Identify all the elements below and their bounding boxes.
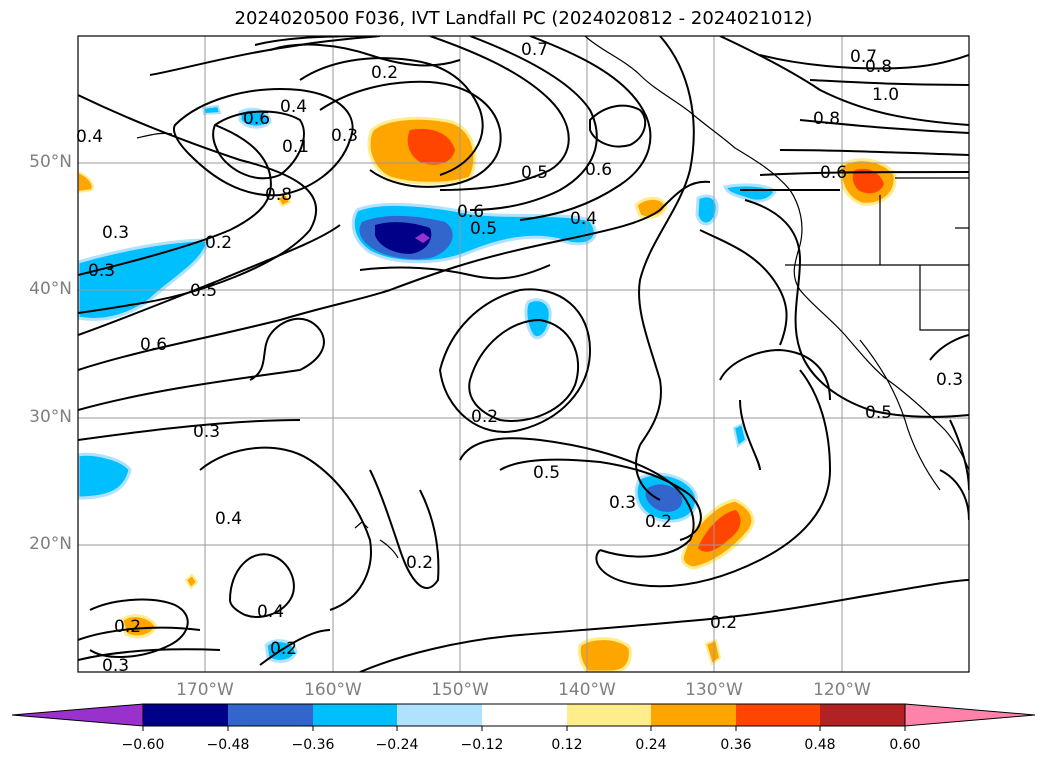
colorbar [11,703,1036,731]
lat-tick-label: 30°N [29,407,72,427]
lon-tick-label: 160°W [304,680,362,700]
contour-label: 0.8 [813,109,840,129]
negative-anomaly-area [645,484,683,512]
contour-label: 0.3 [936,370,963,390]
lat-tick-label: 20°N [29,534,72,554]
contour-label: 0.2 [205,233,232,253]
gridlines [78,36,969,672]
lon-tick-label: 120°W [813,680,871,700]
positive-anomaly-area [78,170,94,194]
contour-label: 0.5 [865,403,892,423]
negative-anomaly-area [524,298,552,340]
contour-label: 0.2 [114,617,141,637]
contour-label: 0.2 [270,639,297,659]
colorbar-segment [651,704,736,726]
colorbar-segment [820,704,905,726]
contour-label: 0.8 [265,185,292,205]
contour-label: 0.7 [850,47,877,67]
colorbar-extend-min [11,703,144,727]
colorbar-segment [313,704,397,726]
contour-label: 0.3 [88,261,115,281]
negative-anomaly-area [732,422,748,448]
colorbar-tick-label: 0.60 [889,737,921,753]
contour-label: 0.2 [710,613,737,633]
contour-label: 0.2 [471,407,498,427]
colorbar-tick-label: −0.36 [291,737,335,753]
contour-label: 0.6 [585,160,612,180]
contour-label: 0.4 [76,127,103,147]
colorbar-segment [143,704,228,726]
positive-anomaly-area [577,637,632,672]
colorbar-segment [482,704,567,726]
contour-label: 1.0 [872,85,899,105]
contour-label: 0.8 [865,57,892,77]
negative-anomaly-area [695,194,719,226]
contour-label: 0.4 [257,602,284,622]
contour-label: 0.5 [190,281,217,301]
contour-label: 0.3 [102,656,129,676]
contour-label: 0.5 [470,219,497,239]
colorbar-extend-max [904,703,1036,727]
positive-anomaly-area [407,128,455,165]
positive-anomaly-area [698,510,741,552]
negative-anomaly-area [415,233,430,243]
colorbar-segment [736,704,820,726]
positive-anomaly-area [704,638,722,666]
negative-anomaly-area [78,238,210,321]
contour-label: 0.6 [820,163,847,183]
coastlines [136,36,969,559]
contour-label: 0.3 [609,493,636,513]
contour-label: 0.1 [282,137,309,157]
positive-anomaly-area [852,168,884,194]
contour-label: 0.2 [371,63,398,83]
contour-label: 0.6 [140,335,167,355]
contour-label: 0.2 [406,553,433,573]
plot-frame [77,35,970,673]
colorbar-tick-label: 0.48 [804,737,836,753]
contour-lines [78,36,969,672]
shading-layer [78,104,897,672]
colorbar-tick-label: −0.48 [206,737,250,753]
lat-tick-label: 50°N [29,152,72,172]
lat-tick-label: 40°N [29,279,72,299]
lon-tick-label: 140°W [558,680,616,700]
contour-label: 0.5 [521,163,548,183]
contour-label: 0.5 [533,463,560,483]
colorbar-segment [567,704,651,726]
negative-anomaly-area [78,452,132,500]
colorbar-outline [142,703,906,727]
colorbar-segment [228,704,313,726]
contour-label: 0.3 [193,422,220,442]
colorbar-tick-label: −0.60 [121,737,165,753]
negative-anomaly-area [375,222,432,254]
contour-label: 0.4 [215,509,242,529]
contour-label-group: 0.4 0.7 0.7 0.8 1.0 0.2 0.4 0.6 0.1 0.3 … [76,40,963,676]
contour-label: 0.2 [645,512,672,532]
positive-anomaly-area [184,573,199,590]
contour-label: 0.7 [521,40,548,60]
colorbar-tick-label: −0.12 [460,737,504,753]
map-title: 2024020500 F036, IVT Landfall PC (202402… [234,8,813,29]
contour-label: 0.4 [280,97,307,117]
lon-tick-label: 170°W [176,680,234,700]
plot-area [78,36,969,672]
colorbar-tick-label: −0.24 [375,737,419,753]
colorbar-tick-label: 0.36 [720,737,752,753]
contour-label: 0.3 [331,126,358,146]
colorbar-tick-label: 0.24 [635,737,667,753]
lon-tick-label: 130°W [685,680,743,700]
colorbar-segment [397,704,482,726]
contour-label: 0.4 [570,209,597,229]
lon-tick-label: 150°W [431,680,489,700]
contour-label: 0.6 [457,202,484,222]
positive-anomaly-area [120,614,158,639]
map-layer [78,36,969,672]
contour-label: 0.6 [243,109,270,129]
colorbar-tick-label: 0.12 [551,737,583,753]
contour-label: 0.3 [102,223,129,243]
negative-anomaly-area [201,104,222,116]
